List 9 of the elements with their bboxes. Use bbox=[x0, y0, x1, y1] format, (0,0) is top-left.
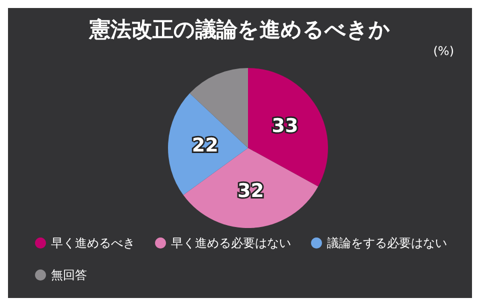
legend-label: 議論をする必要はない bbox=[327, 236, 447, 250]
legend-label: 早く進める必要はない bbox=[171, 236, 291, 250]
text: (%) bbox=[433, 44, 454, 58]
chart-title: 憲法改正の議論を進めるべきか bbox=[88, 18, 390, 42]
legend-label: 無回答 bbox=[51, 268, 87, 282]
legend-label: 早く進めるべき bbox=[51, 236, 135, 250]
data-label: 33 bbox=[272, 115, 298, 138]
data-label: 32 bbox=[237, 180, 264, 202]
data-label: 22 bbox=[192, 134, 218, 156]
